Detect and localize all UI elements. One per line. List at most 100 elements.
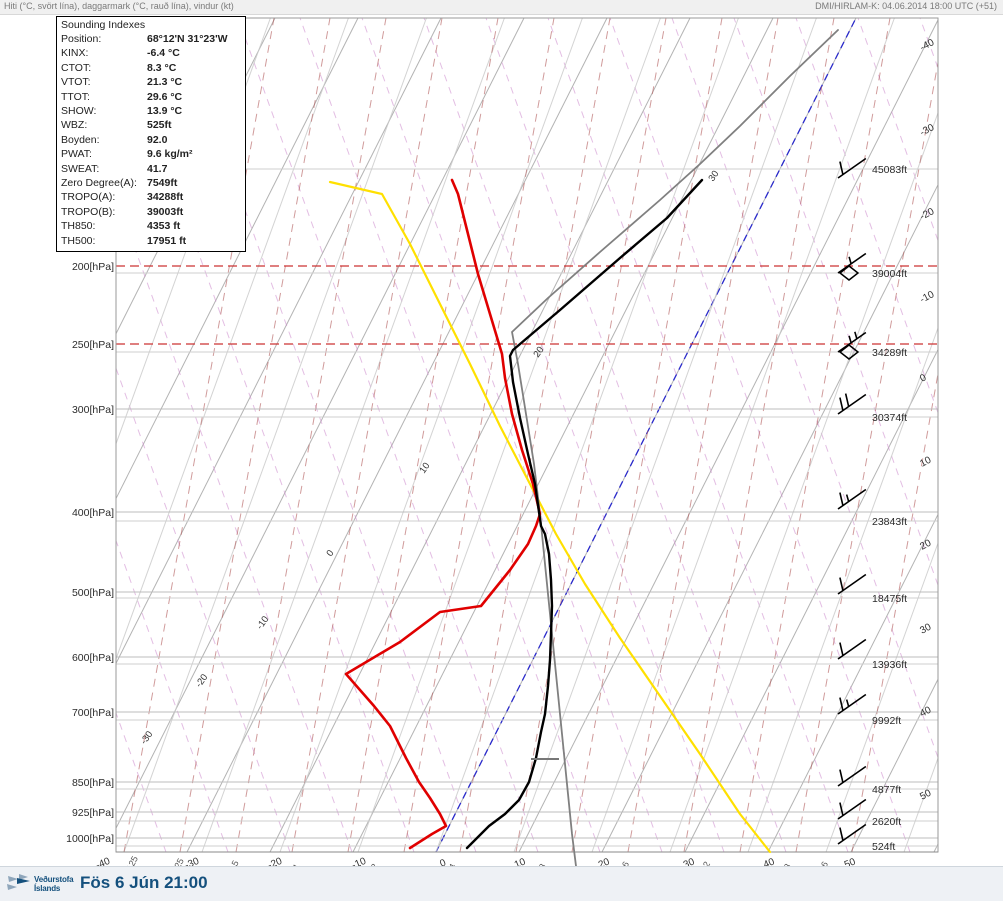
logo-line-2: Íslands — [34, 884, 61, 893]
index-key: VTOT: — [61, 76, 91, 89]
mixing-ratio-line — [291, 17, 443, 853]
skewt-chart[interactable]: 200[hPa] 250[hPa] 300[hPa] 400[hPa] 500[hPa]… — [0, 14, 1003, 866]
bottom-temp-label: 40 — [762, 856, 777, 866]
dry-adiabat-line — [175, 17, 477, 853]
chart-legend-caption: Hiti (°C, svört lína), daggarmark (°C, r… — [4, 1, 234, 11]
title-bar: Hiti (°C, svört lína), daggarmark (°C, r… — [0, 0, 1003, 15]
bottom-temp-label: 30 — [682, 856, 697, 866]
barb-shaft — [837, 488, 867, 510]
barb-full — [839, 769, 844, 783]
index-key: TH500: — [61, 234, 96, 247]
logo-text: Veðurstofa Íslands — [34, 875, 74, 893]
saturated-adiabat-line — [279, 17, 583, 853]
dry-adiabat-line — [423, 17, 725, 853]
index-row: SWEAT: 41.7 — [61, 162, 242, 176]
wind-barb — [837, 157, 867, 179]
barb-full — [839, 802, 844, 816]
pressure-label: 700[hPa] — [72, 707, 114, 719]
barb-full — [844, 393, 850, 407]
wind-barb — [837, 573, 867, 595]
barb-shaft — [837, 573, 867, 595]
wind-barb — [837, 488, 867, 510]
barb-shaft — [837, 252, 867, 274]
index-row: Position: 68°12'N 31°23'W — [61, 32, 242, 46]
parcel-dry-curve — [328, 180, 772, 854]
mixing-ratio-label: 0.5 — [226, 859, 241, 866]
barb-pennant — [838, 265, 860, 281]
dewpoint-curve — [344, 178, 542, 850]
plot-background — [116, 18, 938, 852]
altitude-label: 23843ft — [872, 516, 907, 528]
bottom-temp-label: -10 — [350, 856, 368, 866]
index-row: WBZ: 525ft — [61, 118, 242, 132]
forecast-timestamp: Fös 6 Jún 21:00 — [80, 873, 208, 892]
mixing-ratio-label: 0.125 — [121, 854, 140, 866]
saturated-adiabat-line — [115, 17, 349, 660]
mixing-ratio-label: 16 — [817, 860, 831, 866]
wind-barb — [837, 252, 867, 281]
mixing-ratio-label: 1 — [291, 862, 302, 866]
pressure-label: 850[hPa] — [72, 777, 114, 789]
isotherm-line — [186, 17, 608, 853]
vedurstofa-logo: Veðurstofa Íslands — [6, 872, 76, 896]
barb-full — [839, 642, 844, 656]
dry-adiabat-line — [609, 17, 911, 853]
saturated-adiabat-line — [591, 17, 895, 853]
dry-adiabat-line — [795, 17, 939, 413]
pressure-label: 200[hPa] — [72, 261, 114, 273]
right-temp-label: 10 — [918, 455, 933, 470]
temperature-curve — [465, 178, 704, 850]
index-value: 8.3 °C — [147, 61, 177, 74]
index-value: 39003ft — [147, 205, 184, 218]
barb-half — [848, 256, 852, 265]
mixing-ratio-line — [515, 17, 667, 853]
bottom-temp-label: 10 — [513, 856, 528, 866]
index-key: Boyden: — [61, 133, 100, 146]
index-value: 17951 ft — [147, 234, 187, 247]
pressure-label: 925[hPa] — [72, 807, 114, 819]
index-value: 4353 ft — [147, 220, 181, 233]
saturated-adiabat-line — [825, 542, 939, 853]
saturated-adiabat-line — [201, 17, 505, 853]
pressure-label: 250[hPa] — [72, 339, 114, 351]
sounding-indexes-list: Position: 68°12'N 31°23'W KINX: -6.4 °C CTOT… — [61, 32, 242, 248]
bottom-temp-label: 50 — [843, 856, 858, 866]
dry-adiabat-line — [671, 17, 939, 758]
index-row: Boyden: 92.0 — [61, 133, 242, 147]
barb-shaft — [837, 638, 867, 660]
altitude-label: 2620ft — [872, 816, 901, 828]
index-key: KINX: — [61, 47, 89, 60]
bottom-temp-label: 20 — [597, 856, 612, 866]
index-key: SWEAT: — [61, 162, 100, 175]
barb-shaft — [837, 331, 867, 353]
index-row: TH850: 4353 ft — [61, 219, 242, 233]
index-key: Zero Degree(A): — [61, 177, 137, 190]
isotherm-inline-label: 20 — [531, 345, 546, 360]
index-value: 41.7 — [147, 162, 168, 175]
mixing-ratio-line — [683, 17, 835, 853]
dry-adiabat-line — [733, 17, 939, 586]
index-key: CTOT: — [61, 61, 92, 74]
pressure-label: 500[hPa] — [72, 587, 114, 599]
sounding-indexes-title: Sounding Indexes — [61, 19, 146, 31]
barb-full — [839, 697, 844, 711]
wind-barb — [837, 798, 867, 820]
mixing-ratio-line — [179, 17, 331, 853]
barb-half — [845, 494, 850, 502]
altitude-label: 30374ft — [872, 412, 907, 424]
logo-line-1: Veðurstofa — [34, 875, 74, 884]
index-value: 7549ft — [147, 177, 178, 190]
barb-shaft — [837, 393, 867, 415]
isotherm-line — [767, 514, 939, 853]
mixing-ratio-line — [627, 17, 779, 853]
mixing-ratio-label: 8 — [537, 862, 548, 866]
isotherm-inline-label: 0 — [324, 548, 336, 559]
saturated-adiabat-line — [903, 758, 939, 853]
barb-shaft — [837, 693, 867, 715]
index-value: 29.6 °C — [147, 90, 183, 103]
barb-full — [839, 827, 844, 841]
bottom-temp-label: -20 — [266, 856, 284, 866]
index-value: 13.9 °C — [147, 105, 183, 118]
altitude-label: 45083ft — [872, 164, 907, 176]
wind-barb — [837, 638, 867, 660]
